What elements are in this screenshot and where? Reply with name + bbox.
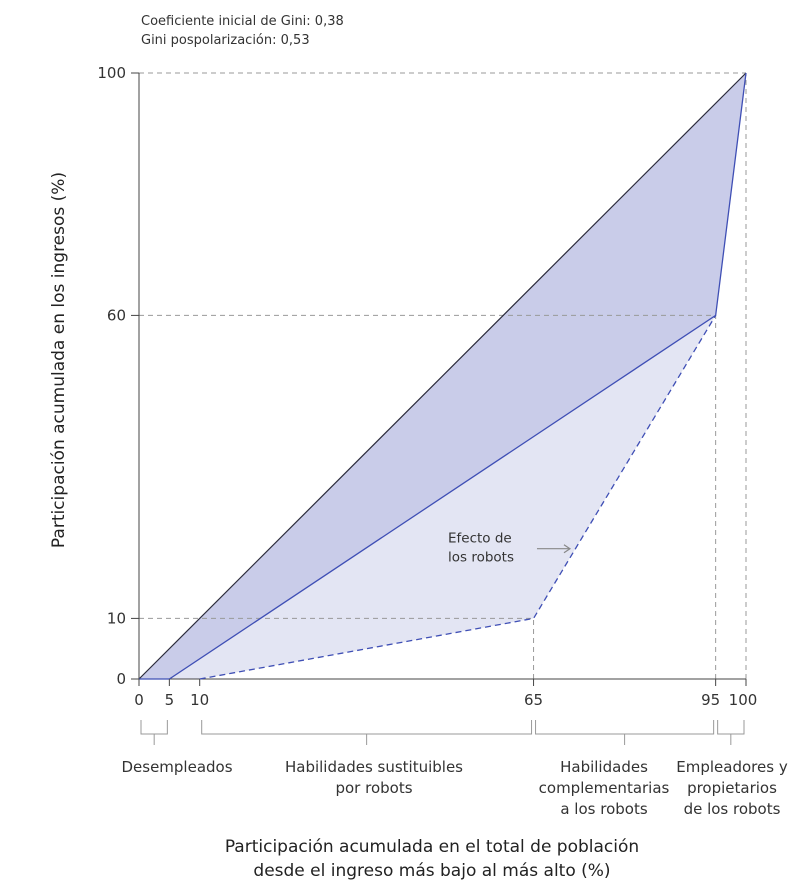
gini-after-note: Gini pospolarización: 0,53 xyxy=(141,33,310,48)
lorenz-curve-after xyxy=(139,72,747,680)
x-axis-title-line-1: desde el ingreso más bajo al más alto (%… xyxy=(253,861,610,881)
group-label-2-line-2: a los robots xyxy=(560,800,647,818)
x-axis-title-line-0: Participación acumulada en el total de p… xyxy=(225,837,639,857)
group-label-3-line-1: propietarios xyxy=(687,779,777,797)
x-tick-label-10: 10 xyxy=(190,691,209,709)
y-tick-label-60: 60 xyxy=(107,306,126,324)
y-tick-label-0: 0 xyxy=(116,670,126,688)
x-tick-label-100: 100 xyxy=(729,691,758,709)
group-label-3-line-0: Empleadores y xyxy=(676,758,788,776)
group-bracket-3 xyxy=(717,720,745,735)
group-label-0-line-0: Desempleados xyxy=(121,758,232,776)
x-tick-label-5: 5 xyxy=(165,691,175,709)
group-bracket-1 xyxy=(201,720,533,735)
group-label-1-line-0: Habilidades sustituibles xyxy=(285,758,463,776)
annotation-arrow-head xyxy=(563,544,572,554)
group-label-2-line-1: complementarias xyxy=(539,779,670,797)
group-label-3-line-2: de los robots xyxy=(684,800,781,818)
equality-line xyxy=(138,72,747,680)
x-tick-label-0: 0 xyxy=(134,691,144,709)
x-tick-label-65: 65 xyxy=(524,691,543,709)
group-bracket-0 xyxy=(140,720,168,735)
y-axis-title: Participación acumulada en los ingresos … xyxy=(49,172,69,548)
group-bracket-2 xyxy=(535,720,715,735)
group-label-1-line-1: por robots xyxy=(335,779,412,797)
group-label-2-line-0: Habilidades xyxy=(560,758,648,776)
y-tick-label-10: 10 xyxy=(107,609,126,627)
x-tick-label-95: 95 xyxy=(701,691,720,709)
gini-initial-note: Coeficiente inicial de Gini: 0,38 xyxy=(141,14,344,29)
annotation-line-1: los robots xyxy=(448,550,514,566)
lorenz-curve-before xyxy=(199,315,717,680)
annotation-line-0: Efecto de xyxy=(448,531,512,547)
y-tick-label-100: 100 xyxy=(97,64,126,82)
